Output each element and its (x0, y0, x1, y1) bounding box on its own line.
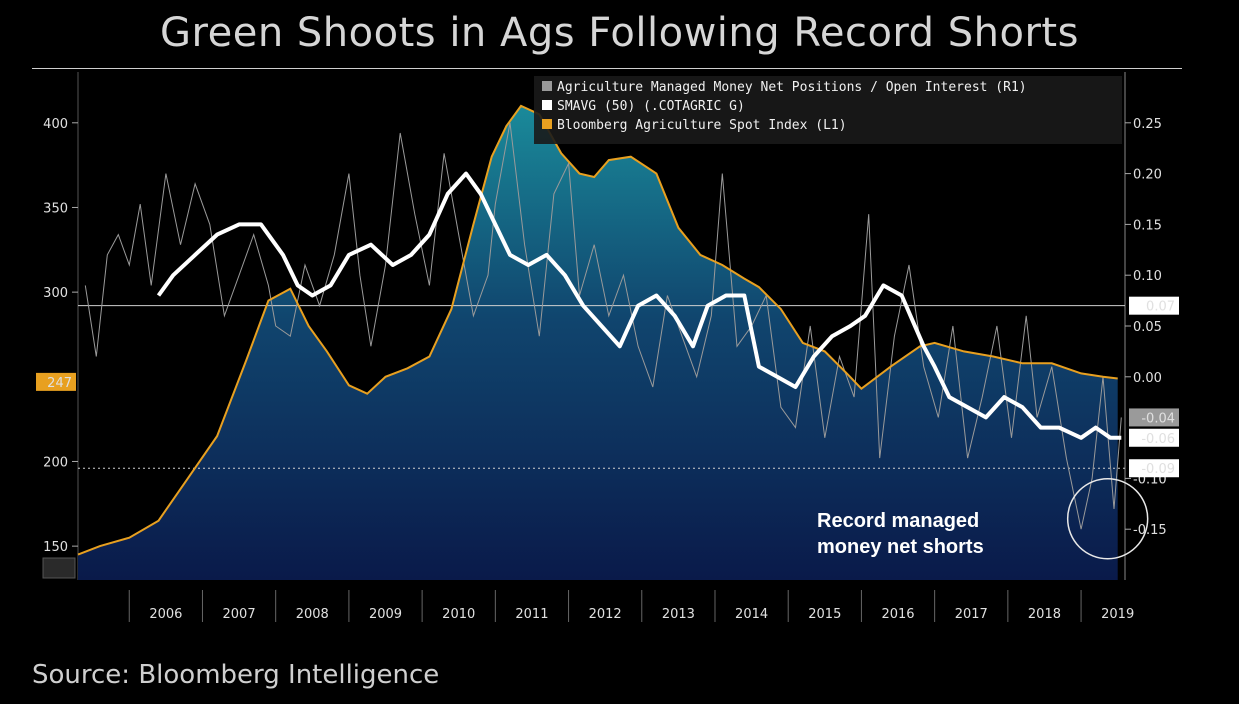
annotations: Record managed money net shorts (42, 477, 1149, 579)
reference-tag-0-box (1129, 296, 1179, 315)
right-tick-label: 0.10 (1133, 269, 1162, 284)
right-tick-label: 0.05 (1133, 320, 1162, 335)
x-tick-label: 2010 (442, 607, 475, 622)
legend-box (534, 76, 1122, 144)
net-positions-line (84, 122, 1122, 530)
value-tags: 0.07 -0.09 247 -0.04 -0.06 (36, 296, 1179, 478)
right-value-tag-2: -0.06 (1141, 432, 1175, 447)
left-axis: 150 200 300 350 400 (43, 117, 78, 555)
legend-swatch (542, 119, 552, 129)
x-tick-label: 2014 (735, 607, 768, 622)
right-tick-label: -0.15 (1133, 523, 1167, 538)
right-tick-label: 0.20 (1133, 168, 1162, 183)
left-value-tag: 247 (47, 376, 72, 391)
legend-label: Bloomberg Agriculture Spot Index (L1) (557, 118, 847, 133)
right-tick-label: 0.25 (1133, 117, 1162, 132)
x-tick-label: 2011 (515, 607, 548, 622)
legend: Agriculture Managed Money Net Positions … (534, 76, 1122, 144)
x-tick-label: 2006 (149, 607, 182, 622)
reference-tag-1: -0.09 (1141, 462, 1175, 477)
legend-swatch (542, 81, 552, 91)
spot-index-area (78, 105, 1118, 581)
annotation-text: Record managed (817, 510, 979, 532)
right-tick-label: 0.00 (1133, 371, 1162, 386)
x-tick-label: 2009 (369, 607, 402, 622)
legend-label: SMAVG (50) (.COTAGRIC G) (557, 99, 745, 114)
highlight-circle (1066, 477, 1149, 560)
annotation-text: money net shorts (817, 536, 984, 558)
left-tick-label: 200 (43, 455, 68, 470)
right-value-tag-2-box (1129, 428, 1179, 447)
x-axis: 2006 2007 2008 2009 2010 2011 2012 2013 2014 2015… (128, 590, 1134, 622)
x-tick-label: 2017 (955, 607, 988, 622)
x-tick-label: 2008 (296, 607, 329, 622)
title-underline (32, 68, 1182, 69)
left-tick-label: 150 (43, 540, 68, 555)
chart-type-icon (42, 557, 76, 579)
right-axis: -0.15-0.100.000.050.100.150.200.25 (1125, 117, 1167, 538)
left-value-tag-box (36, 372, 76, 391)
x-tick-label: 2013 (662, 607, 695, 622)
right-value-tag-1-box (1129, 408, 1179, 427)
x-tick-label: 2019 (1101, 607, 1134, 622)
x-tick-label: 2015 (808, 607, 841, 622)
reference-tag-0: 0.07 (1146, 300, 1175, 315)
left-tick-label: 350 (43, 201, 68, 216)
reference-tag-1-box (1129, 459, 1179, 478)
x-tick-label: 2016 (881, 607, 914, 622)
source-note: Source: Bloomberg Intelligence (32, 660, 440, 690)
left-tick-label: 400 (43, 117, 68, 132)
reference-lines (78, 305, 1125, 469)
left-tick-label: 300 (43, 286, 68, 301)
smavg-line (156, 171, 1122, 440)
legend-swatch (542, 100, 552, 110)
legend-label: Agriculture Managed Money Net Positions … (557, 80, 1027, 95)
x-tick-label: 2012 (589, 607, 622, 622)
chart-title: Green Shoots in Ags Following Record Sho… (160, 10, 1079, 56)
x-tick-label: 2018 (1028, 607, 1061, 622)
right-tick-label: 0.15 (1133, 218, 1162, 233)
right-value-tag-1: -0.04 (1141, 411, 1175, 426)
x-tick-label: 2007 (223, 607, 256, 622)
